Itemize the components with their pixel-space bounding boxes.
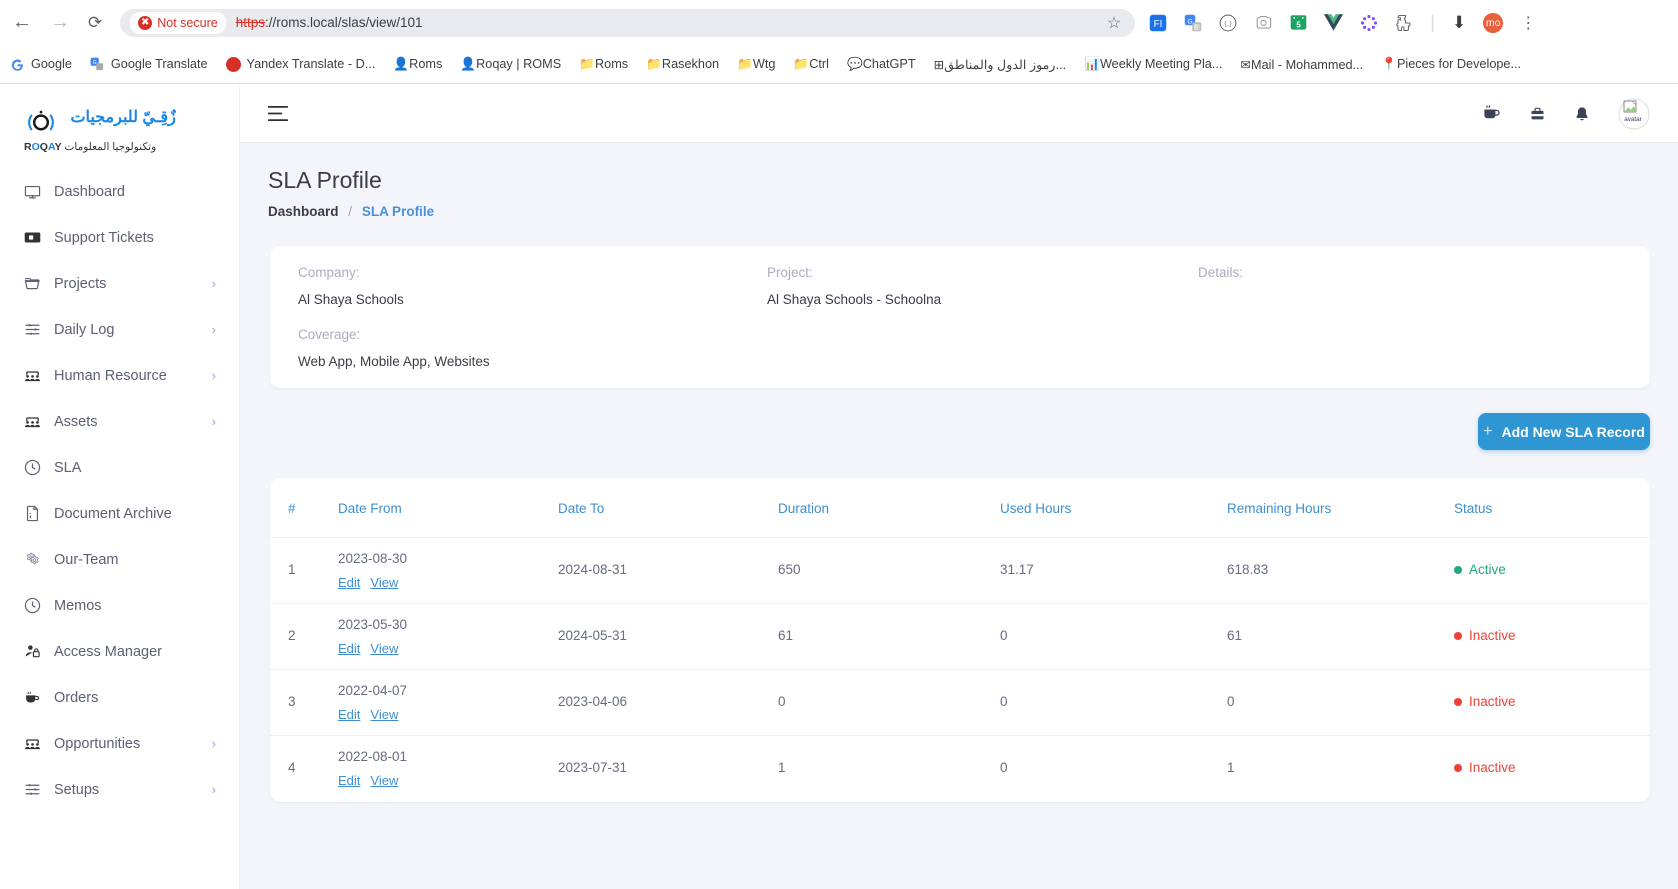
svg-text:G: G: [93, 59, 97, 65]
svg-text:FI: FI: [1154, 18, 1163, 29]
svg-text:avatar: avatar: [1624, 116, 1642, 123]
svg-text:G: G: [1188, 18, 1193, 25]
svg-text:{..}: {..}: [1225, 21, 1232, 27]
svg-text:5: 5: [1297, 20, 1302, 29]
